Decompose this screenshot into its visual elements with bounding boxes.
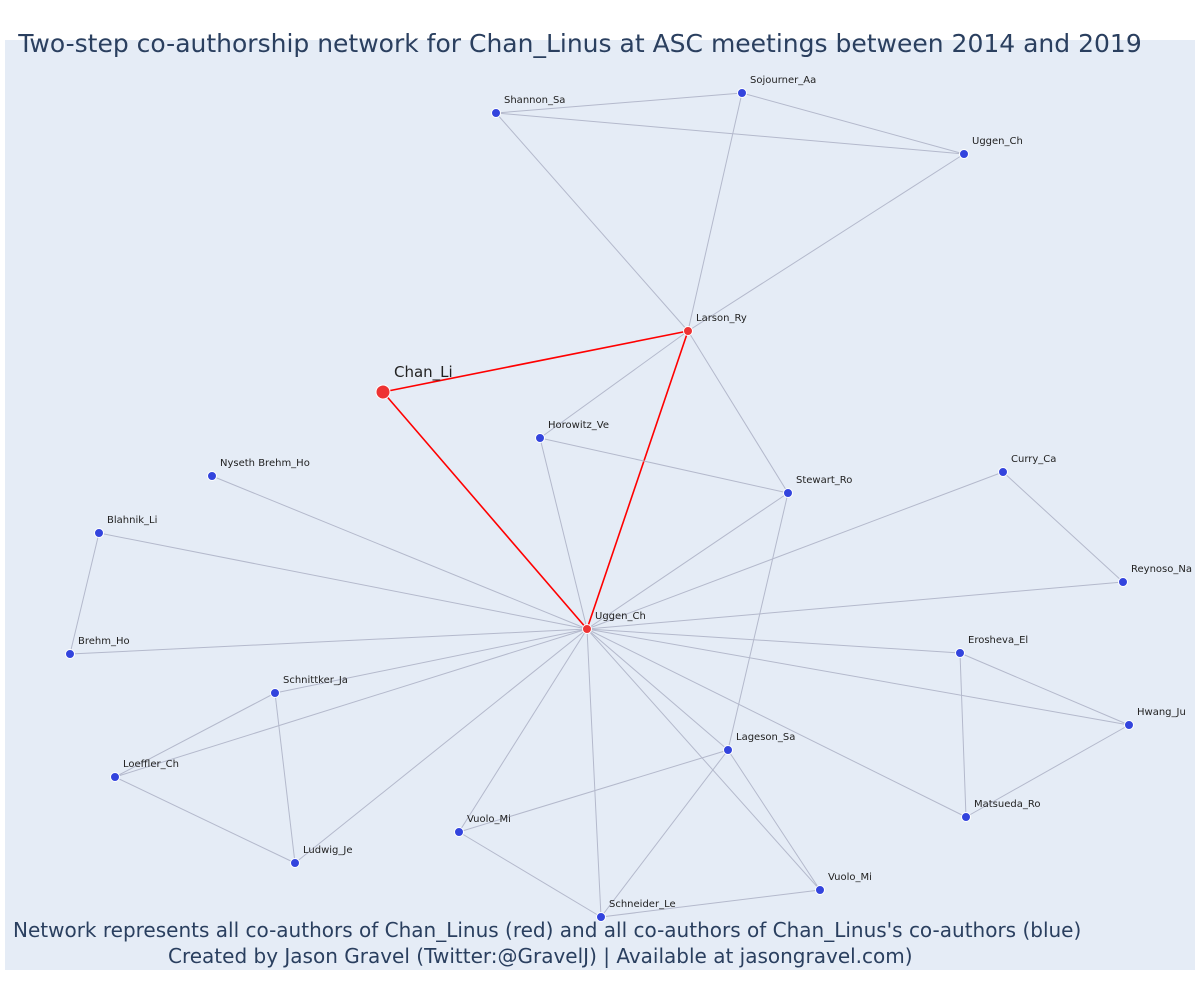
edge-blahnik-brehm <box>69 532 100 655</box>
edge-schneider-uggen_c <box>586 628 602 918</box>
node-label-shannon: Shannon_Sa <box>504 95 565 106</box>
edge-matsueda-uggen_c <box>586 628 967 818</box>
node-curry[interactable] <box>998 467 1008 477</box>
node-ludwig[interactable] <box>290 858 300 868</box>
edge-curry-reynoso <box>1002 471 1124 583</box>
node-brehm[interactable] <box>65 649 75 659</box>
edge-reynoso-uggen_c <box>586 581 1124 630</box>
node-vuolo_r[interactable] <box>815 885 825 895</box>
node-stewart[interactable] <box>783 488 793 498</box>
node-uggen_c[interactable] <box>582 624 592 634</box>
node-label-brehm: Brehm_Ho <box>78 636 130 647</box>
edge-schnittker-uggen_c <box>274 628 588 694</box>
edge-larson-horowitz <box>539 330 689 439</box>
edge-lageson-uggen_c <box>586 628 729 751</box>
node-uggen_top[interactable] <box>959 149 969 159</box>
node-label-chan: Chan_Li <box>394 363 453 382</box>
footer-description: Network represents all co-authors of Cha… <box>13 918 1082 942</box>
node-horowitz[interactable] <box>535 433 545 443</box>
node-schneider[interactable] <box>596 912 606 922</box>
node-label-nyseth: Nyseth Brehm_Ho <box>220 458 310 469</box>
edge-vuolo_r-uggen_c <box>586 628 821 891</box>
edge-brehm-uggen_c <box>69 628 588 655</box>
node-label-schnittker: Schnittker_Ja <box>283 675 348 686</box>
edge-ludwig-uggen_c <box>294 628 588 864</box>
edge-larson-uggen_c <box>586 330 689 630</box>
node-shannon[interactable] <box>491 108 501 118</box>
node-sojourner[interactable] <box>737 88 747 98</box>
edge-hwang-matsueda <box>965 724 1130 818</box>
edge-larson-stewart <box>687 330 789 494</box>
plot-background <box>5 40 1195 970</box>
edge-loeffler-ludwig <box>114 776 296 864</box>
node-lageson[interactable] <box>723 745 733 755</box>
edge-sojourner-larson <box>687 92 743 332</box>
edge-shannon-larson <box>495 112 689 332</box>
edge-erosheva-uggen_c <box>586 628 961 654</box>
node-label-lageson: Lageson_Sa <box>736 732 795 743</box>
footer-credit: Created by Jason Gravel (Twitter:@Gravel… <box>168 944 913 968</box>
node-larson[interactable] <box>683 326 693 336</box>
node-label-schneider: Schneider_Le <box>609 899 676 910</box>
edge-lageson-vuolo_r <box>727 749 821 891</box>
edge-vuolo_l-schneider <box>458 831 602 918</box>
label-layer: Chan_Li Larson_Ry Uggen_Ch Shannon_Sa Sojour… <box>78 75 1192 910</box>
edge-horowitz-stewart <box>539 437 789 494</box>
edge-chan-larson <box>382 330 689 393</box>
edge-curry-uggen_c <box>586 471 1004 630</box>
edge-stewart-uggen_c <box>586 492 789 630</box>
edge-erosheva-matsueda <box>959 652 967 818</box>
node-nyseth[interactable] <box>207 471 217 481</box>
edge-sojourner-uggen_top <box>741 92 965 155</box>
edge-schnittker-loeffler <box>114 692 276 778</box>
node-reynoso[interactable] <box>1118 577 1128 587</box>
edge-blahnik-uggen_c <box>98 532 588 630</box>
edge-lageson-vuolo_l <box>458 749 729 833</box>
edge-horowitz-uggen_c <box>539 437 588 630</box>
node-vuolo_l[interactable] <box>454 827 464 837</box>
node-label-horowitz: Horowitz_Ve <box>548 420 609 431</box>
node-label-loeffler: Loeffler_Ch <box>123 759 179 770</box>
node-label-curry: Curry_Ca <box>1011 454 1056 465</box>
node-label-uggen_top: Uggen_Ch <box>972 136 1023 147</box>
node-label-hwang: Hwang_Ju <box>1137 707 1186 718</box>
node-chan[interactable] <box>375 384 391 400</box>
node-erosheva[interactable] <box>955 648 965 658</box>
node-label-larson: Larson_Ry <box>696 313 747 324</box>
node-loeffler[interactable] <box>110 772 120 782</box>
node-layer <box>65 88 1134 922</box>
node-label-blahnik: Blahnik_Li <box>107 515 157 526</box>
node-blahnik[interactable] <box>94 528 104 538</box>
chart-title: Two-step co-authorship network for Chan_… <box>18 29 1142 58</box>
node-label-stewart: Stewart_Ro <box>796 475 852 486</box>
node-label-reynoso: Reynoso_Na <box>1131 564 1192 575</box>
edge-stewart-lageson <box>727 492 789 751</box>
node-label-erosheva: Erosheva_El <box>968 635 1028 646</box>
node-matsueda[interactable] <box>961 812 971 822</box>
edge-shannon-uggen_top <box>495 112 965 155</box>
edge-shannon-sojourner <box>495 92 743 114</box>
node-schnittker[interactable] <box>270 688 280 698</box>
edge-chan-uggen_c <box>382 391 588 630</box>
node-hwang[interactable] <box>1124 720 1134 730</box>
edge-vuolo_r-schneider <box>600 889 821 918</box>
edge-erosheva-hwang <box>959 652 1130 726</box>
node-label-sojourner: Sojourner_Aa <box>750 75 816 86</box>
node-label-uggen_c: Uggen_Ch <box>595 611 646 622</box>
node-label-matsueda: Matsueda_Ro <box>974 799 1040 810</box>
edge-lageson-schneider <box>600 749 729 918</box>
node-label-vuolo_r: Vuolo_Mi <box>828 872 872 883</box>
edge-schnittker-ludwig <box>274 692 296 864</box>
edge-uggen_top-larson <box>687 153 965 332</box>
edge-layer <box>69 92 1130 918</box>
node-label-ludwig: Ludwig_Je <box>303 845 353 856</box>
node-label-vuolo_l: Vuolo_Mi <box>467 814 511 825</box>
edge-hwang-uggen_c <box>586 628 1130 726</box>
edge-nyseth-uggen_c <box>211 475 588 630</box>
edge-loeffler-uggen_c <box>114 628 588 778</box>
edge-vuolo_l-uggen_c <box>458 628 588 833</box>
